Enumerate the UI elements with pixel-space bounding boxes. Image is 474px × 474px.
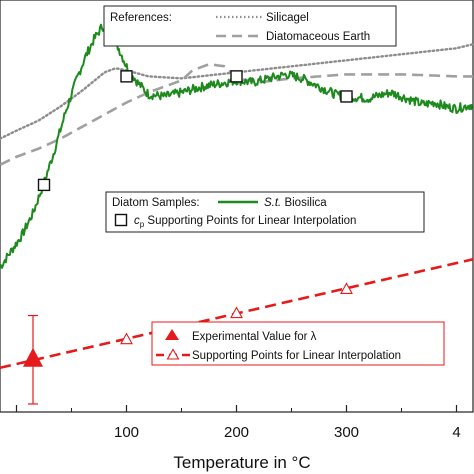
legend-biosilica-label-italic: S.t. [264, 197, 281, 209]
x-tick-label: 100 [114, 424, 139, 441]
legend-lambda-marker [166, 348, 180, 360]
biosilica-line [0, 23, 474, 269]
legend-biosilica-label: S.t. Biosilica [264, 197, 327, 209]
lambda-legend-box [151, 321, 445, 366]
legend-cp-marker [114, 213, 128, 227]
references-legend-title: References: [110, 12, 172, 24]
legend-experimental-label: Experimental Value for λ [192, 331, 317, 343]
reference-curves [0, 43, 474, 166]
legend-experimental-marker [165, 329, 179, 340]
cp-point [37, 178, 51, 192]
supporting-points [23, 70, 353, 405]
legend-diatomaceous-label: Diatomaceous Earth [266, 31, 370, 43]
legend-cp-label: cp Supporting Points for Linear Interpol… [134, 215, 356, 229]
legend-cp-rest: Supporting Points for Linear Interpolati… [144, 215, 356, 227]
silicagel-line [0, 43, 474, 140]
lambda-point [120, 332, 133, 345]
biosilica-curve [0, 23, 474, 269]
samples-legend-title: Diatom Samples: [112, 197, 200, 209]
references-legend: References: Silicagel Diatomaceous Earth [103, 5, 397, 47]
samples-legend-box [105, 191, 425, 233]
legend-lambda-label: Supporting Points for Linear Interpolati… [192, 350, 401, 362]
x-axis-ticks: 100 200 300 4 [15, 405, 461, 441]
legend-cp-symbol: c [134, 215, 140, 227]
legend-biosilica-label-rest: Biosilica [281, 197, 327, 209]
legend-silicagel-label: Silicagel [266, 12, 309, 24]
x-tick-label: 300 [334, 424, 359, 441]
lambda-point [340, 282, 353, 294]
samples-legend: Diatom Samples: S.t. Biosilica cp Suppor… [105, 191, 425, 233]
references-legend-box [103, 5, 397, 47]
legend-cp-subscript: p [140, 220, 145, 229]
x-axis-title: Temperature in °C [173, 453, 310, 472]
experimental-point [23, 347, 43, 367]
cp-point [230, 70, 243, 83]
x-tick-label: 4 [452, 424, 460, 441]
lambda-point [230, 306, 243, 319]
x-tick-label: 200 [224, 424, 249, 441]
cp-point [120, 70, 133, 83]
cp-point [340, 90, 353, 103]
lambda-legend: Experimental Value for λ Supporting Poin… [151, 321, 445, 366]
